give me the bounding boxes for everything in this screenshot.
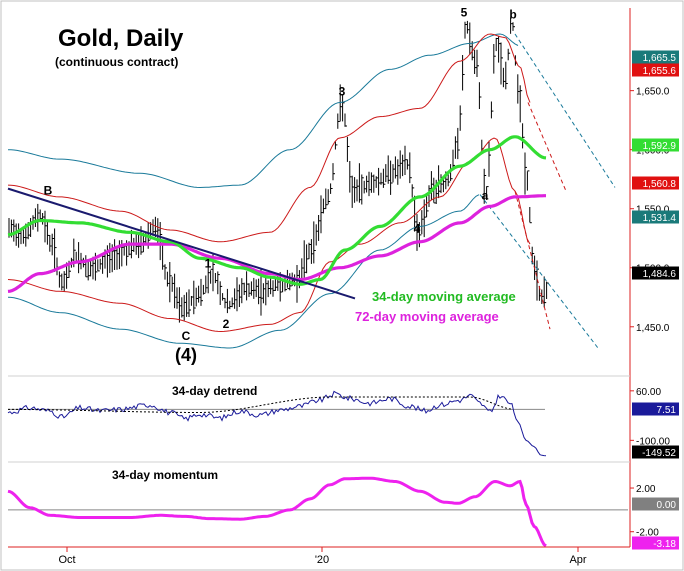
legend-ma34: 34-day moving average [372, 289, 516, 304]
wave-label: (4) [175, 345, 197, 365]
detrend-tag: -149.52 [642, 448, 676, 459]
chart-title: Gold, Daily [58, 25, 184, 52]
inner-lower-projection [514, 190, 551, 330]
momentum-tag: 0.00 [657, 500, 677, 511]
ma34-line [7, 135, 547, 286]
detrend-tag-bg [632, 445, 679, 459]
detrend-tag: 7.51 [657, 405, 677, 416]
momentum-line [7, 476, 547, 548]
outer-upper-projection [514, 33, 616, 188]
inner-band-upper [7, 33, 531, 243]
axes-group: 1,450.01,500.01,550.01,600.01,650.01,665… [8, 8, 679, 566]
legend-ma72: 72-day moving average [355, 309, 499, 324]
inner-upper-projection [527, 102, 567, 192]
downtrend-line [7, 187, 356, 300]
price-tag-bg [632, 50, 679, 64]
detrend-panel [7, 390, 547, 457]
momentum-panel [7, 476, 628, 548]
outer-band-lower [7, 194, 480, 349]
price-tick-label: 1,650.0 [636, 87, 670, 98]
detrend-tag-bg [632, 402, 679, 416]
wave-label: 4 [414, 221, 421, 235]
wave-label: 1 [205, 257, 212, 271]
wave-label: 2 [223, 317, 230, 331]
detrend-label: 34-day detrend [172, 384, 257, 398]
momentum-tick-label: 2.00 [636, 484, 656, 495]
price-tag: 1,484.6 [643, 269, 677, 280]
price-tag-bg [632, 63, 679, 77]
price-tag-bg [632, 266, 679, 280]
price-tick-label: 1,450.0 [636, 323, 670, 334]
momentum-tick-label: -2.00 [636, 528, 659, 539]
wave-label: a [482, 188, 489, 202]
x-tick-label: Oct [58, 554, 75, 566]
wave-label: B [44, 184, 53, 198]
outer-lower-projection [479, 194, 599, 349]
price-tag-bg [632, 138, 679, 152]
wave-label: b [509, 8, 516, 22]
price-panel: B 1 2 C (4) 3 4 5 b a [7, 5, 616, 365]
price-tag-bg [632, 210, 679, 224]
price-tag: 1,531.4 [643, 213, 677, 224]
x-tick-label: '20 [315, 554, 329, 566]
inner-band-lower [7, 137, 531, 333]
momentum-tag-bg [632, 536, 679, 550]
price-tag: 1,665.5 [643, 53, 677, 64]
detrend-tick-label: 60.00 [636, 387, 661, 398]
wave-label: 5 [461, 5, 468, 19]
wave-label: 3 [339, 84, 346, 98]
x-tick-label: Apr [569, 554, 586, 566]
detrend-smooth-line [8, 396, 513, 413]
momentum-label: 34-day momentum [112, 468, 218, 482]
price-tick-label: 1,550.0 [636, 205, 670, 216]
outer-band-upper [7, 33, 519, 189]
price-tag: 1,655.6 [643, 66, 677, 77]
detrend-tick-label: -100.00 [636, 436, 670, 447]
price-tag: 1,560.8 [643, 179, 677, 190]
price-tag-bg [632, 176, 679, 190]
chart-subtitle: (continuous contract) [55, 55, 178, 69]
wave-label: C [182, 329, 191, 343]
momentum-tag: -3.18 [653, 539, 676, 550]
detrend-line [7, 390, 547, 457]
price-tag: 1,592.9 [643, 141, 677, 152]
momentum-tag-bg [632, 497, 679, 511]
